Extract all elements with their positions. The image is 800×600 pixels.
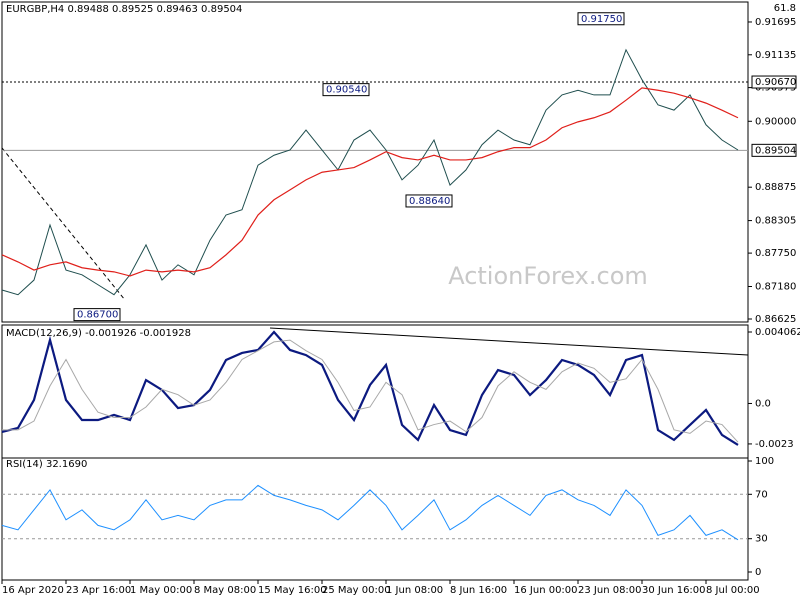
macd-panel <box>1 324 749 459</box>
y-tick-label: 0.87180 <box>755 281 796 292</box>
y-tick-label: 0.87750 <box>755 248 796 259</box>
price-panel <box>1 1 749 323</box>
y-tick-label: 0.0 <box>755 398 771 409</box>
y-tick-label: 70 <box>755 489 768 500</box>
series-line <box>1 48 739 296</box>
x-tick-label: 25 May 00:00 <box>322 585 391 596</box>
y-tick-label: -0.0023 <box>755 439 794 450</box>
y-tick-label: 0.91695 <box>755 17 796 28</box>
trend-line <box>1 147 126 301</box>
y-tick-label: 0.88305 <box>755 216 796 227</box>
y-tick-label: 0.004062 <box>755 327 800 338</box>
x-tick-label: 8 May 08:00 <box>194 585 256 596</box>
y-tick-label: 0.86625 <box>755 314 796 325</box>
price-box-label: 0.90670 <box>755 77 796 88</box>
x-tick-label: 16 Apr 2020 <box>2 585 64 596</box>
series-line <box>1 87 739 277</box>
x-tick-label: 23 Jun 08:00 <box>578 585 642 596</box>
series-line <box>1 484 739 541</box>
y-tick-label: 100 <box>755 456 774 467</box>
price-box <box>751 143 797 157</box>
y-tick-label: 0.90000 <box>755 116 796 127</box>
annotation-label: 0.88640 <box>409 196 450 207</box>
annotation-box <box>73 308 121 322</box>
annotation-box <box>405 194 453 208</box>
annotation-label: 0.91750 <box>581 14 622 25</box>
x-tick-label: 1 May 00:00 <box>130 585 192 596</box>
watermark: ActionForex.com <box>448 262 648 290</box>
x-tick-label: 8 Jun 16:00 <box>450 585 507 596</box>
chart-title: MACD(12,26,9) -0.001926 -0.001928 <box>6 328 191 339</box>
price-box-label: 0.89504 <box>755 145 796 156</box>
y-tick-label: 0.88875 <box>755 182 796 193</box>
trend-line <box>269 327 749 356</box>
x-tick-label: 23 Apr 16:00 <box>66 585 131 596</box>
chart-title: EURGBP,H4 0.89488 0.89525 0.89463 0.8950… <box>6 4 242 15</box>
annotation-box <box>322 83 370 97</box>
corner-label: 61.8 <box>774 3 796 14</box>
rsi-panel <box>1 457 749 581</box>
annotation-box <box>577 12 625 26</box>
chart-title: RSI(14) 32.1690 <box>6 459 87 470</box>
x-tick-label: 8 Jul 00:00 <box>706 585 760 596</box>
y-tick-label: 30 <box>755 534 768 545</box>
x-tick-label: 30 Jun 16:00 <box>642 585 706 596</box>
x-tick-label: 16 Jun 00:00 <box>514 585 578 596</box>
x-tick-label: 15 May 16:00 <box>258 585 327 596</box>
series-line <box>1 330 739 446</box>
series-line <box>2 339 739 443</box>
annotation-label: 0.86700 <box>77 310 118 321</box>
y-tick-label: 0.91135 <box>755 50 796 61</box>
annotation-label: 0.90540 <box>326 85 367 96</box>
x-tick-label: 1 Jun 08:00 <box>386 585 443 596</box>
y-tick-label: 0 <box>755 567 761 578</box>
price-box <box>751 75 797 89</box>
